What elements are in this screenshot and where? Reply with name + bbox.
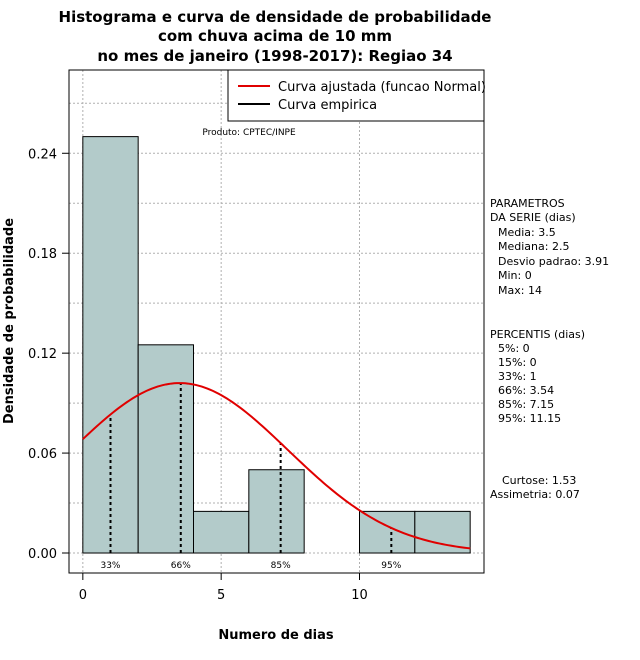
legend: Curva ajustada (funcao Normal) Curva emp… xyxy=(227,69,486,122)
histogram-bar-3 xyxy=(248,469,305,554)
x-axis-ticks: 0 5 10 xyxy=(79,573,368,603)
y-axis-ticks: 0.00 0.06 0.12 0.18 0.24 xyxy=(28,147,69,562)
chart-title-line-1: Histograma e curva de densidade de proba… xyxy=(59,8,492,26)
legend-entry-empirical: Curva empirica xyxy=(278,98,377,113)
param-mediana: Mediana: 2.5 xyxy=(498,240,569,253)
percentil-5: 5%: 0 xyxy=(498,342,530,355)
percentil-15: 15%: 0 xyxy=(498,356,537,369)
chart-title-line-2: com chuva acima de 10 mm xyxy=(158,27,392,45)
percentil-95: 95%: 11.15 xyxy=(498,412,561,425)
percentis-title: PERCENTIS (dias) xyxy=(490,328,585,341)
percentile-label-3: 95% xyxy=(381,561,401,571)
legend-entry-fitted: Curva ajustada (funcao Normal) xyxy=(278,80,486,95)
stats-panel: PARAMETROS DA SERIE (dias) Media: 3.5 Me… xyxy=(490,197,609,501)
percentil-33: 33%: 1 xyxy=(498,370,537,383)
param-media: Media: 3.5 xyxy=(498,226,556,239)
y-axis-label: Densidade de probabilidade xyxy=(2,218,17,424)
x-tick-label-2: 10 xyxy=(351,588,368,603)
params-title-2: DA SERIE (dias) xyxy=(490,211,576,224)
params-title-1: PARAMETROS xyxy=(490,197,565,210)
histogram-bar-6 xyxy=(414,510,471,554)
chart-title-line-3: no mes de janeiro (1998-2017): Regiao 34 xyxy=(97,47,452,65)
x-axis-label: Numero de dias xyxy=(218,628,334,643)
y-tick-label-0: 0.00 xyxy=(28,547,57,562)
stat-assimetria: Assimetria: 0.07 xyxy=(490,488,580,501)
percentile-labels: 33% 66% 85% 95% xyxy=(100,561,401,571)
product-label: Produto: CPTEC/INPE xyxy=(202,128,296,138)
param-max: Max: 14 xyxy=(498,284,542,297)
chart-title: Histograma e curva de densidade de proba… xyxy=(59,8,492,65)
legend-box xyxy=(227,69,485,122)
y-tick-label-4: 0.24 xyxy=(28,147,57,162)
param-min: Min: 0 xyxy=(498,269,532,282)
y-tick-label-1: 0.06 xyxy=(28,447,57,462)
percentil-85: 85%: 7.15 xyxy=(498,398,554,411)
histogram-bars xyxy=(82,136,471,554)
normal-curve-line xyxy=(82,382,471,550)
histogram-bar-2 xyxy=(193,510,250,554)
percentil-66: 66%: 3.54 xyxy=(498,384,554,397)
percentile-label-1: 66% xyxy=(171,561,191,571)
stat-curtose: Curtose: 1.53 xyxy=(502,474,576,487)
y-tick-label-3: 0.18 xyxy=(28,247,57,262)
percentile-label-0: 33% xyxy=(100,561,120,571)
percentile-lines xyxy=(109,383,393,554)
y-tick-label-2: 0.12 xyxy=(28,347,57,362)
x-tick-label-0: 0 xyxy=(79,588,87,603)
histogram-bar-1 xyxy=(137,344,195,554)
histogram-bar-5 xyxy=(359,510,416,554)
x-tick-label-1: 5 xyxy=(217,588,225,603)
param-desvio: Desvio padrao: 3.91 xyxy=(498,255,609,268)
percentile-label-2: 85% xyxy=(271,561,291,571)
